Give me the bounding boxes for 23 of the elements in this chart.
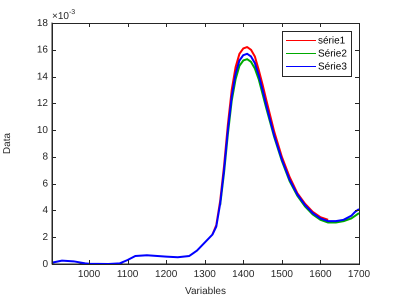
y-tick-label: 4 (42, 205, 48, 216)
y-tick-label: 2 (42, 232, 48, 243)
x-tick-label: 1100 (116, 268, 139, 280)
legend-label: série1 (318, 35, 346, 46)
y-axis-title: Data (2, 132, 13, 154)
y-tick-label: 6 (42, 178, 48, 190)
x-tick-label: 1300 (194, 268, 216, 280)
y-tick-label: 16 (36, 44, 48, 56)
x-axis-title: Variables (185, 286, 226, 297)
y-tick-label: 0 (42, 258, 48, 270)
y-tick-label: 10 (36, 124, 48, 136)
x-tick-label: 1600 (309, 268, 332, 280)
x-tick-label: 1200 (155, 268, 178, 280)
y-tick-label: 8 (42, 152, 48, 163)
legend-label: Série3 (318, 61, 348, 72)
legend-label: Série2 (318, 48, 348, 60)
x-tick-label: 1500 (270, 268, 294, 280)
y-tick-label: 12 (36, 98, 48, 110)
x-tick-label: 1700 (348, 268, 371, 280)
x-tick-label: 1000 (78, 268, 101, 280)
y-tick-label: 14 (36, 71, 48, 82)
y-tick-label: 18 (36, 18, 48, 29)
x-tick-label: 1400 (232, 268, 255, 280)
